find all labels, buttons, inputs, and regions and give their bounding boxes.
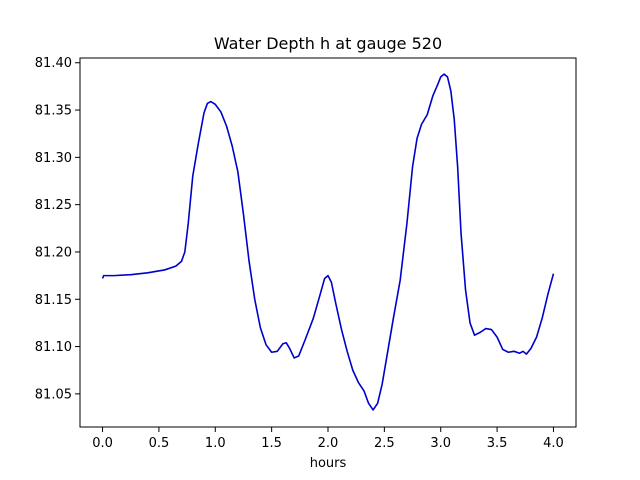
y-tick-label: 81.30 <box>35 151 72 166</box>
y-tick-label: 81.10 <box>35 340 72 355</box>
y-tick-label: 81.05 <box>35 387 72 402</box>
x-tick-label: 1.5 <box>261 436 282 451</box>
x-tick-label: 2.5 <box>374 436 395 451</box>
x-tick-label: 3.5 <box>487 436 508 451</box>
y-tick-label: 81.40 <box>35 56 72 71</box>
x-tick-label: 3.0 <box>430 436 451 451</box>
x-tick-label: 4.0 <box>543 436 564 451</box>
chart-title: Water Depth h at gauge 520 <box>214 34 442 53</box>
y-axis: 81.05 81.10 81.15 81.20 81.25 81.30 81.35 81.40 <box>35 56 80 402</box>
y-tick-label: 81.20 <box>35 245 72 260</box>
x-tick-label: 1.0 <box>205 436 226 451</box>
y-tick-label: 81.35 <box>35 104 72 119</box>
y-tick-label: 81.25 <box>35 198 72 213</box>
x-axis: 0.0 0.5 1.0 1.5 2.0 2.5 3.0 3.5 4.0 <box>92 427 564 451</box>
x-axis-label: hours <box>310 456 347 471</box>
series-line <box>101 73 555 411</box>
y-tick-label: 81.15 <box>35 293 72 308</box>
x-tick-label: 2.0 <box>318 436 339 451</box>
x-tick-label: 0.5 <box>149 436 170 451</box>
x-tick-label: 0.0 <box>92 436 113 451</box>
